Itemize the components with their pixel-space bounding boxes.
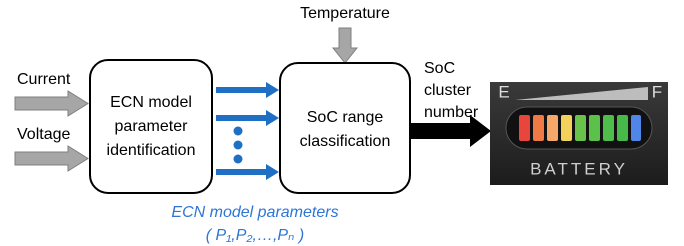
temperature-arrow bbox=[333, 28, 357, 63]
segment bbox=[519, 115, 530, 141]
parameter-arrow bbox=[216, 110, 279, 126]
parameter-arrows bbox=[216, 82, 279, 180]
diagram: Current Voltage Temperature ECN model pa… bbox=[0, 0, 684, 246]
ellipsis-dot bbox=[234, 155, 243, 164]
soc-box bbox=[280, 63, 410, 193]
voltage-label: Voltage bbox=[17, 126, 70, 143]
parameter-arrow bbox=[216, 164, 279, 180]
ellipsis-dot bbox=[234, 141, 243, 150]
segment bbox=[589, 115, 600, 141]
segment bbox=[617, 115, 628, 141]
ecn-line: parameter bbox=[115, 118, 189, 135]
full-label: F bbox=[652, 82, 662, 101]
segment bbox=[547, 115, 558, 141]
segment bbox=[533, 115, 544, 141]
battery-label: BATTERY bbox=[530, 159, 628, 178]
battery-gauge: E F BATTERY bbox=[490, 82, 668, 185]
parameter-arrow bbox=[216, 82, 279, 98]
ecn-line: identification bbox=[107, 142, 196, 159]
output-line: cluster bbox=[424, 82, 472, 99]
voltage-arrow bbox=[15, 146, 88, 171]
empty-label: E bbox=[498, 82, 509, 101]
temperature-label: Temperature bbox=[300, 5, 390, 22]
ecn-line: ECN model bbox=[110, 94, 192, 111]
ellipsis-dot bbox=[234, 127, 243, 136]
parameters-symbols: ( P₁,P₂,…,Pₙ ) bbox=[206, 227, 304, 244]
segment bbox=[575, 115, 586, 141]
segment bbox=[631, 115, 641, 141]
output-line: SoC bbox=[424, 60, 455, 77]
soc-line: classification bbox=[300, 133, 391, 150]
parameters-title: ECN model parameters bbox=[171, 204, 338, 221]
soc-line: SoC range bbox=[307, 109, 384, 126]
segment bbox=[561, 115, 572, 141]
output-line: number bbox=[424, 104, 479, 121]
segment bbox=[603, 115, 614, 141]
page: Current Voltage Temperature ECN model pa… bbox=[0, 0, 684, 246]
current-label: Current bbox=[17, 71, 71, 88]
current-arrow bbox=[15, 91, 88, 116]
